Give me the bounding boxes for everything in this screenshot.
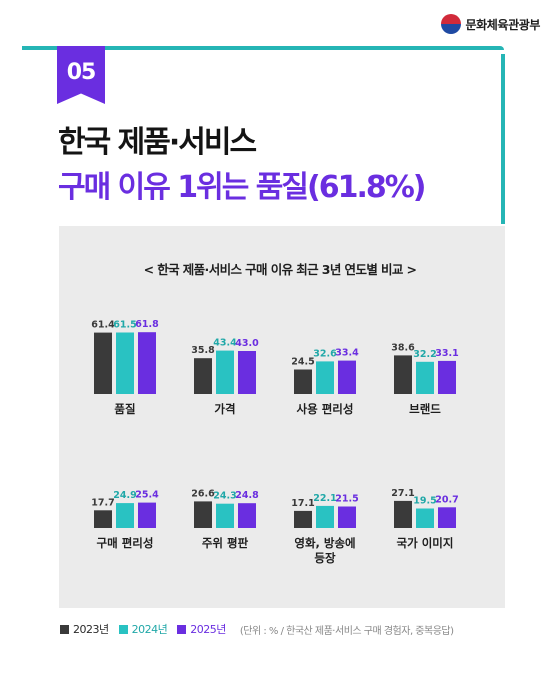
data-label: 24.5: [291, 357, 314, 368]
bar: [316, 505, 334, 528]
teal-frame-side: [501, 54, 505, 224]
legend-label-2023: 2023년: [73, 623, 109, 636]
category-label: 등장: [314, 551, 336, 565]
category-label: 사용 편리성: [297, 402, 354, 416]
legend-item-2024: 2024년: [118, 621, 168, 637]
bar: [438, 507, 456, 528]
legend-swatch-2023: [60, 624, 69, 634]
legend: 2023년 2024년 2025년 (단위 : % / 한국산 제품·서비스 구…: [60, 621, 454, 637]
category-label: 국가 이미지: [397, 536, 454, 550]
category-label: 주위 평판: [202, 536, 249, 550]
data-label: 43.0: [235, 338, 259, 349]
bar: [394, 500, 412, 528]
bar: [338, 506, 356, 528]
category-label: 영화, 방송에: [294, 536, 355, 550]
taegeuk-emblem-icon: [440, 14, 461, 34]
bar: [316, 361, 334, 394]
data-label: 38.6: [391, 342, 415, 353]
bar: [138, 502, 156, 528]
data-label: 61.8: [135, 319, 159, 330]
bar: [294, 369, 312, 394]
ministry-logo: 문화체육관광부: [440, 14, 541, 34]
category-label: 품질: [114, 402, 135, 416]
data-label: 17.7: [91, 497, 114, 508]
bar: [216, 503, 234, 528]
bar: [416, 361, 434, 394]
data-label: 24.9: [113, 490, 136, 501]
data-label: 33.1: [435, 348, 458, 359]
bar: [238, 351, 256, 394]
data-label: 19.5: [413, 496, 436, 507]
bar: [238, 503, 256, 528]
category-label: 브랜드: [409, 402, 441, 416]
legend-swatch-2025: [177, 624, 187, 634]
bar: [294, 510, 312, 528]
bar: [138, 332, 156, 394]
data-label: 61.4: [91, 320, 115, 331]
teal-frame-top: [22, 46, 504, 50]
bar: [116, 503, 134, 528]
headline-line-1: 한국 제품·서비스: [58, 125, 257, 160]
bar: [416, 508, 434, 528]
legend-label-2025: 2025년: [190, 623, 226, 636]
bar: [194, 501, 212, 528]
section-number: 05: [66, 60, 97, 85]
category-label: 가격: [214, 402, 235, 416]
chart-panel: [59, 226, 505, 608]
chart-title: < 한국 제품·서비스 구매 이유 최근 3년 연도별 비교 >: [143, 262, 417, 277]
headline-line-2: 구매 이유 1위는 품질(61.8%): [58, 170, 427, 205]
data-label: 24.8: [235, 490, 259, 501]
bar: [116, 332, 134, 394]
data-label: 32.6: [313, 348, 337, 359]
bar: [194, 358, 212, 394]
data-label: 32.2: [413, 349, 436, 360]
bar: [216, 350, 234, 394]
headline: 한국 제품·서비스 구매 이유 1위는 품질(61.8%): [58, 120, 427, 210]
data-label: 21.5: [335, 494, 358, 505]
bar: [94, 510, 112, 528]
ministry-name: 문화체육관광부: [465, 17, 541, 32]
data-label: 27.1: [391, 488, 414, 499]
bar: [338, 360, 356, 394]
data-label: 35.8: [191, 345, 215, 356]
legend-swatch-2024: [118, 624, 128, 634]
data-label: 26.6: [191, 488, 215, 499]
bar: [394, 355, 412, 394]
data-label: 33.4: [335, 348, 359, 359]
data-label: 20.7: [435, 494, 458, 505]
legend-item-2023: 2023년: [60, 621, 109, 637]
data-label: 24.3: [213, 491, 236, 502]
data-label: 61.5: [113, 320, 136, 331]
bar: [438, 360, 456, 394]
legend-item-2025: 2025년: [177, 621, 226, 637]
category-label: 구매 편리성: [97, 536, 154, 550]
legend-label-2024: 2024년: [131, 623, 168, 636]
bar: [94, 332, 112, 394]
data-label: 25.4: [135, 490, 159, 501]
data-label: 17.1: [291, 498, 314, 509]
data-label: 22.1: [313, 493, 336, 504]
data-label: 43.4: [213, 338, 237, 349]
unit-note: (단위 : % / 한국산 제품·서비스 구매 경험자, 중복응답): [239, 625, 454, 637]
